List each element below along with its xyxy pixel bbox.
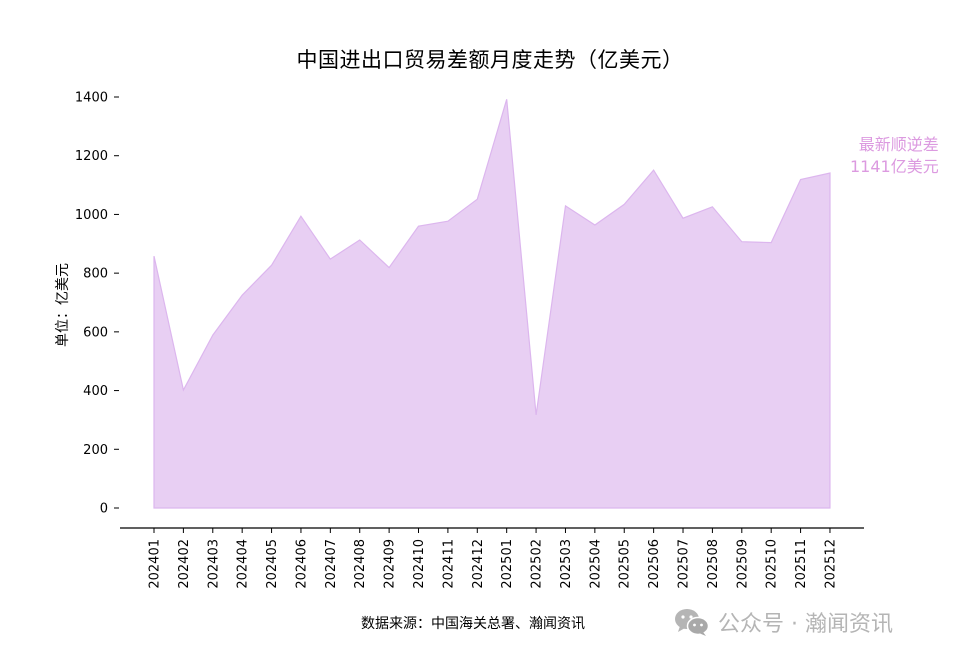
x-tick-label: 202406 <box>294 539 309 589</box>
x-tick-label: 202510 <box>765 539 780 589</box>
x-tick-label: 202502 <box>530 539 545 589</box>
x-tick-label: 202407 <box>324 539 339 589</box>
area-series <box>153 99 831 509</box>
latest-value-annotation: 最新顺逆差 1141亿美元 <box>850 134 939 178</box>
x-tick-label: 202408 <box>353 539 368 589</box>
y-tick-label: 200 <box>83 443 108 458</box>
y-tick-label: 1200 <box>75 149 108 164</box>
watermark: 公众号 · 瀚闻资讯 <box>674 606 893 638</box>
x-tick-label: 202512 <box>823 539 838 589</box>
x-tick-label: 202511 <box>794 539 809 589</box>
data-source-note: 数据来源：中国海关总署、瀚闻资讯 <box>361 616 585 632</box>
x-tick-label: 202404 <box>236 539 251 589</box>
x-tick-label: 202503 <box>559 539 574 589</box>
wechat-icon <box>675 609 710 636</box>
x-tick-label: 202501 <box>500 539 515 589</box>
chart-title: 中国进出口贸易差额月度走势（亿美元） <box>296 48 684 72</box>
x-tick-label: 202505 <box>618 539 633 589</box>
annotation-line2: 1141亿美元 <box>850 157 939 176</box>
x-tick-label: 202507 <box>677 539 692 589</box>
y-tick-label: 600 <box>83 325 108 340</box>
x-tick-label: 202403 <box>206 539 221 589</box>
annotation-line1: 最新顺逆差 <box>858 135 939 154</box>
x-tick-label: 202402 <box>177 539 192 589</box>
y-axis-label: 单位：亿美元 <box>55 263 71 347</box>
x-tick-label: 202409 <box>383 539 398 589</box>
x-tick-label: 202509 <box>735 539 750 589</box>
x-tick-label: 202411 <box>441 539 456 589</box>
x-tick-label: 202508 <box>706 539 721 589</box>
x-tick-label: 202412 <box>471 539 486 589</box>
y-tick-label: 800 <box>83 267 108 282</box>
x-tick-label: 202504 <box>588 539 603 589</box>
area-fill <box>153 99 831 509</box>
x-tick-label: 202410 <box>412 539 427 589</box>
y-axis: 0 200 400 600 800 1000 1200 1400 <box>75 91 119 517</box>
x-tick-label: 202405 <box>265 539 280 589</box>
y-tick-label: 1000 <box>75 208 108 223</box>
x-tick-label: 202506 <box>647 539 662 589</box>
x-tick-label: 202401 <box>148 539 163 589</box>
watermark-text: 公众号 · 瀚闻资讯 <box>718 612 893 637</box>
y-tick-label: 400 <box>83 384 108 399</box>
x-axis: 202401 202402 202403 202404 202405 202406 2024… <box>120 527 864 589</box>
y-tick-label: 1400 <box>75 91 108 106</box>
y-tick-label: 0 <box>100 502 108 517</box>
